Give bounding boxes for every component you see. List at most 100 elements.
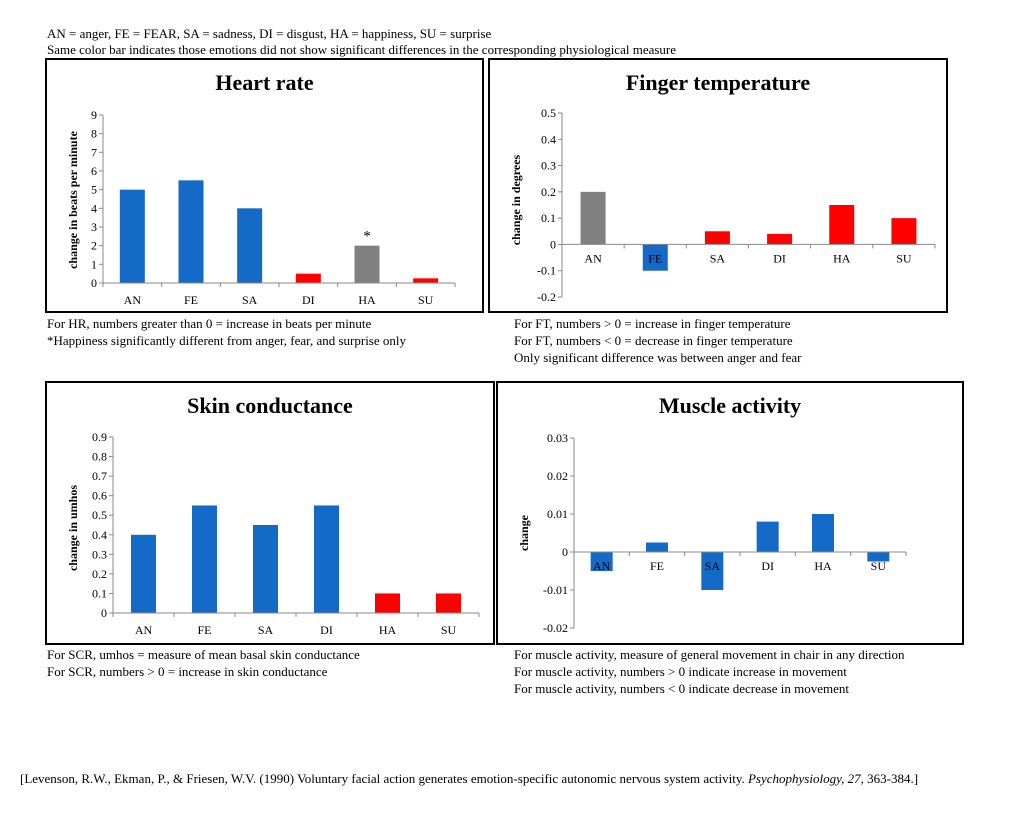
heart-rate-title: Heart rate [215,70,314,95]
y-tick-label: 0 [550,237,556,251]
finger-temperature-title: Finger temperature [625,70,811,95]
bar-an [580,191,606,245]
y-tick-label: 0.9 [92,430,107,444]
category-label-sa: SA [705,559,721,573]
y-tick-label: 6 [91,164,97,178]
y-axis-title: change in beats per minute [66,130,80,268]
bar-di [314,505,339,613]
bar-di [756,521,779,552]
heart-rate-panel: Heart rate 0 1 2 3 4 5 6 7 8 9 change in beats per… [45,58,484,313]
category-label-fe: FE [197,623,211,637]
y-tick-label: 0 [91,276,97,290]
y-tick-label: 8 [91,127,97,141]
y-axis-title: change [517,514,531,551]
muscle-activity-panel: Muscle activity -0.02 -0.01 0 0.01 0.02 0.03 c… [496,381,964,645]
finger-temperature-chart: -0.2 -0.1 0 0.1 0.2 0.3 0.4 0.5 change in degree… [509,106,936,304]
skin-conductance-chart: 0 0.1 0.2 0.3 0.4 0.5 0.6 0.7 0.8 0.9 change in um… [66,430,480,637]
y-tick-label: 0.5 [541,106,556,120]
hr-note-1: For HR, numbers greater than 0 = increas… [47,316,372,331]
y-tick-label: 0.5 [92,508,107,522]
bar-di [767,233,793,245]
y-tick-label: 0.03 [547,431,568,445]
bar-ha [829,205,855,245]
y-tick-label: 9 [91,108,97,122]
y-tick-label: 0.4 [541,132,556,146]
category-label-di: DI [320,623,333,637]
y-tick-label: 0.6 [92,489,107,503]
skin-conductance-panel: Skin conductance 0 0.1 0.2 0.3 0.4 0.5 0.6 0.7 0… [45,381,495,645]
category-label-su: SU [871,559,887,573]
ft-note-3: Only significant difference was between … [514,350,802,365]
citation-text: [Levenson, R.W., Ekman, P., & Friesen, W… [20,771,748,786]
muscle-activity-title: Muscle activity [658,393,802,418]
category-label-fe: FE [648,251,662,265]
y-tick-label: 4 [91,201,97,215]
y-tick-label: 1 [91,257,97,271]
bar-sa [701,552,724,590]
ft-note-2: For FT, numbers < 0 = decrease in finger… [514,333,793,348]
y-tick-label: 0.02 [547,469,568,483]
bar-su [891,218,917,245]
y-tick-label: -0.01 [543,583,568,597]
bar-an [131,534,156,613]
category-label-sa: SA [710,251,726,265]
bar-su [413,278,439,283]
y-tick-label: 0.3 [92,547,107,561]
y-axis-title: change in umhos [66,485,80,571]
bar-ha [354,245,380,283]
y-axis-title: change in degrees [509,154,523,245]
category-label-an: AN [584,251,602,265]
citation-journal: Psychophysiology, [747,771,845,786]
bar-fe [178,180,204,283]
ma-note-2: For muscle activity, numbers > 0 indicat… [514,664,847,679]
citation: [Levenson, R.W., Ekman, P., & Friesen, W… [20,770,1010,787]
category-label-sa: SA [242,293,258,307]
bar-sa [253,525,278,613]
y-tick-label: 0.7 [92,469,107,483]
bar-ha [375,593,400,613]
muscle-activity-chart: -0.02 -0.01 0 0.01 0.02 0.03 change AN FE SA DI HA S… [517,431,907,635]
y-tick-label: -0.2 [537,290,556,304]
bar-fe [192,505,217,613]
bar-sa [237,208,263,283]
y-tick-label: 0.2 [92,567,107,581]
bar-sa [704,231,730,245]
y-tick-label: 0.2 [541,185,556,199]
bar-ha [812,514,834,552]
y-tick-label: 0.8 [92,450,107,464]
y-tick-label: -0.02 [543,621,568,635]
finger-temperature-panel: Finger temperature -0.2 -0.1 0 0.1 0.2 0.3 0.4… [488,58,948,313]
bar-su [867,552,890,562]
y-tick-label: 0 [562,545,568,559]
y-tick-label: 2 [91,239,97,253]
category-label-sa: SA [258,623,274,637]
hr-note-2: *Happiness significantly different from … [47,333,406,348]
bar-fe [642,244,668,271]
color-bar-note: Same color bar indicates those emotions … [47,42,677,57]
y-tick-label: 7 [91,145,97,159]
bar-di [295,273,321,283]
category-label-fe: FE [184,293,198,307]
category-label-ha: HA [833,251,851,265]
category-label-fe: FE [650,559,664,573]
y-tick-label: 0.3 [541,159,556,173]
citation-volume: 27, [847,771,864,786]
category-label-ha: HA [358,293,376,307]
abbreviation-legend: AN = anger, FE = FEAR, SA = sadness, DI … [47,26,492,41]
y-tick-label: 3 [91,220,97,234]
y-tick-label: 0.1 [541,211,556,225]
scr-note-2: For SCR, numbers > 0 = increase in skin … [47,664,328,679]
category-label-an: AN [135,623,153,637]
category-label-su: SU [896,251,912,265]
scr-note-1: For SCR, umhos = measure of mean basal s… [47,647,360,662]
bar-an [119,189,145,283]
y-tick-label: 0 [101,606,107,620]
y-tick-label: -0.1 [537,264,556,278]
citation-pages: 363-384.] [863,771,919,786]
category-label-su: SU [418,293,434,307]
significance-marker: * [363,229,371,245]
category-label-an: AN [124,293,142,307]
heart-rate-chart: 0 1 2 3 4 5 6 7 8 9 change in beats per minute AN FE… [66,108,456,307]
ft-note-1: For FT, numbers > 0 = increase in finger… [514,316,791,331]
y-tick-label: 0.1 [92,586,107,600]
